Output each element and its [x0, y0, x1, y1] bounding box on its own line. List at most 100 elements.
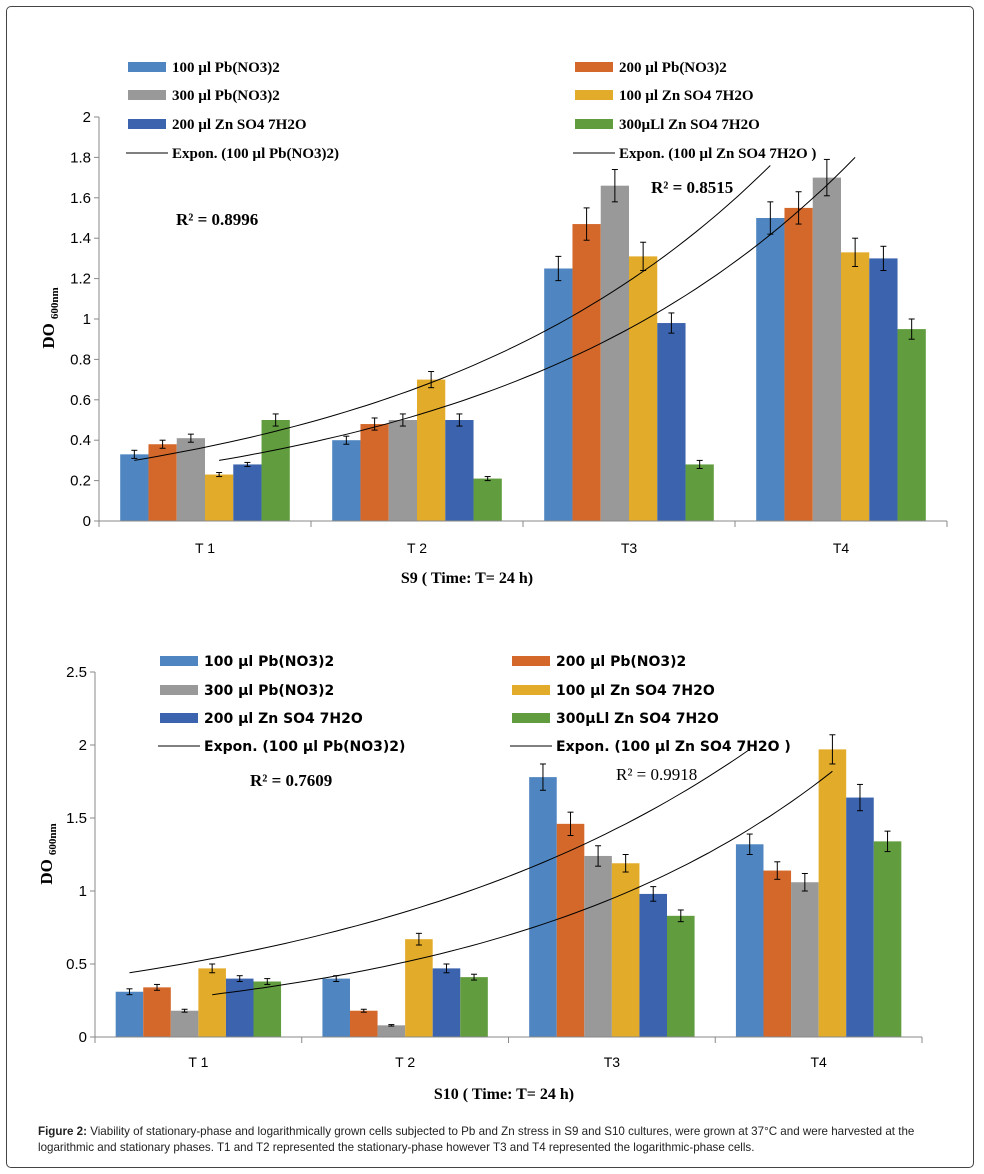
error-bar [668, 312, 675, 334]
bar-s10-series6-t3 [667, 915, 695, 1037]
error-bar [622, 854, 629, 873]
r2-annotation-left: R² = 0.7609 [250, 771, 332, 790]
legend-item: 300µLl Zn SO4 7H2O [512, 711, 719, 727]
bar-s10-series4-t3 [611, 863, 640, 1037]
legend-label: 300µLl Zn SO4 7H2O [619, 117, 760, 133]
svg-text:DO600nm: DO600nm [37, 823, 59, 884]
legend-swatch [128, 119, 166, 129]
y-tick-label: 0.6 [70, 392, 91, 409]
bar-s10-series3-t4 [791, 882, 819, 1037]
legend-label: Expon. (100 µl Zn SO4 7H2O ) [556, 739, 791, 755]
svg-text:DO600nm: DO600nm [39, 287, 61, 348]
error-bar [696, 459, 703, 469]
legend-item: Expon. (100 µl Zn SO4 7H2O ) [510, 739, 791, 755]
trendline-zn [219, 157, 856, 461]
y-tick-label: 0.5 [66, 956, 87, 973]
y-tick-label: 1 [79, 883, 87, 900]
error-bar [264, 978, 271, 985]
bar-s9-series2-t4 [784, 207, 813, 521]
bar-s9-series1-t2 [332, 440, 361, 521]
error-bar [795, 191, 802, 225]
bar-s10-series5-t4 [846, 797, 874, 1037]
legend-item: 100 µl Zn SO4 7H2O [512, 683, 715, 699]
legend-label: 200 µl Pb(NO3)2 [556, 654, 686, 670]
legend-item: 200 µl Zn SO4 7H2O [160, 711, 363, 727]
legend-label: 100 µl Zn SO4 7H2O [619, 88, 754, 104]
error-bar [677, 909, 684, 923]
legend-item: 300 µl Pb(NO3)2 [128, 88, 280, 104]
bar-s10-series1-t1 [115, 991, 144, 1037]
bar-s9-series6-t4 [897, 329, 926, 521]
error-bar [343, 435, 350, 445]
x-tick-label: T 1 [195, 540, 215, 556]
trendline-zn [212, 770, 833, 996]
r2-annotation-right: R² = 0.8515 [651, 178, 733, 197]
error-bar [908, 318, 915, 340]
legend-swatch [512, 713, 550, 723]
caption-text: Viability of stationary-phase and logari… [38, 1125, 915, 1154]
bar-s10-series5-t1 [225, 978, 254, 1037]
error-bar [388, 1024, 395, 1027]
y-tick-label: 2.5 [66, 664, 87, 681]
error-bar [371, 417, 378, 431]
x-axis-title: S10 ( Time: T= 24 h) [434, 1086, 574, 1103]
bar-s9-series3-t4 [812, 177, 841, 521]
y-tick-label: 1.5 [66, 810, 87, 827]
chart-s10: 0 0.5 1 1.5 2 2.5 T 1 T 2 T3 T4 100 µl Pb(NO3)2 20… [37, 654, 923, 1103]
bar-s9-series1-t3 [544, 268, 573, 521]
error-bar [159, 439, 166, 449]
bar-s10-series2-t1 [143, 987, 171, 1037]
x-tick-label: T4 [810, 1054, 827, 1070]
y-tick-label: 1.6 [70, 190, 91, 207]
legend-swatch [512, 685, 550, 695]
y-tick-label: 0.8 [70, 351, 91, 368]
legend-item: 200 µl Pb(NO3)2 [575, 60, 727, 76]
trendline-pb [134, 165, 771, 461]
bar-s9-series6-t1 [261, 420, 290, 521]
r2-annotation-left: R² = 0.8996 [176, 210, 258, 229]
y-tick-label: 0.4 [70, 432, 91, 449]
bar-s9-series4-t3 [629, 256, 658, 521]
error-bar [539, 763, 546, 791]
legend-label: 100 µl Zn SO4 7H2O [556, 683, 715, 699]
error-bar [360, 1008, 367, 1013]
bar-s9-series1-t1 [120, 454, 149, 521]
x-tick-label: T 1 [188, 1054, 208, 1070]
legend-swatch [575, 62, 613, 72]
y-axis-title: DO600nm [39, 287, 61, 348]
bar-s10-series1-t2 [322, 978, 350, 1037]
bar-s9-series2-t2 [360, 424, 389, 521]
legend-item: 200 µl Pb(NO3)2 [512, 654, 686, 670]
legend-item: Expon. (100 µl Pb(NO3)2) [158, 739, 405, 755]
error-bar [236, 975, 243, 983]
bar-s9-series4-t1 [205, 474, 234, 521]
bar-s10-series4-t4 [818, 749, 847, 1037]
x-tick-label: T 2 [395, 1054, 415, 1070]
legend-label: 200 µl Pb(NO3)2 [619, 60, 727, 76]
error-bar [801, 872, 808, 892]
error-bar [154, 983, 161, 991]
bar-s9-series6-t3 [685, 464, 714, 521]
bar-s10-series4-t2 [405, 939, 433, 1037]
bar-s9-series1-t4 [756, 218, 785, 521]
bar-s10-series1-t4 [735, 844, 764, 1037]
legend-item: 300 µl Pb(NO3)2 [160, 683, 334, 699]
legend-swatch [575, 119, 613, 129]
error-bar [456, 413, 463, 427]
bar-s9-series5-t1 [233, 464, 262, 521]
error-bar [399, 413, 406, 427]
error-bar [880, 245, 887, 272]
trendline-pb [129, 748, 750, 974]
legend-label: 300µLl Zn SO4 7H2O [556, 711, 719, 727]
error-bar [187, 433, 194, 443]
x-axis-title: S9 ( Time: T= 24 h) [401, 570, 533, 587]
bar-s10-series6-t4 [873, 841, 902, 1037]
error-bar [611, 169, 618, 203]
y-tick-label: 0 [83, 513, 91, 530]
legend-label: 100 µl Pb(NO3)2 [172, 60, 280, 76]
bar-s10-series2-t4 [763, 870, 792, 1037]
error-bar [471, 973, 478, 981]
error-bar [272, 413, 279, 427]
error-bar [428, 371, 435, 389]
legend-item: Expon. (100 µl Zn SO4 7H2O ) [573, 146, 816, 162]
